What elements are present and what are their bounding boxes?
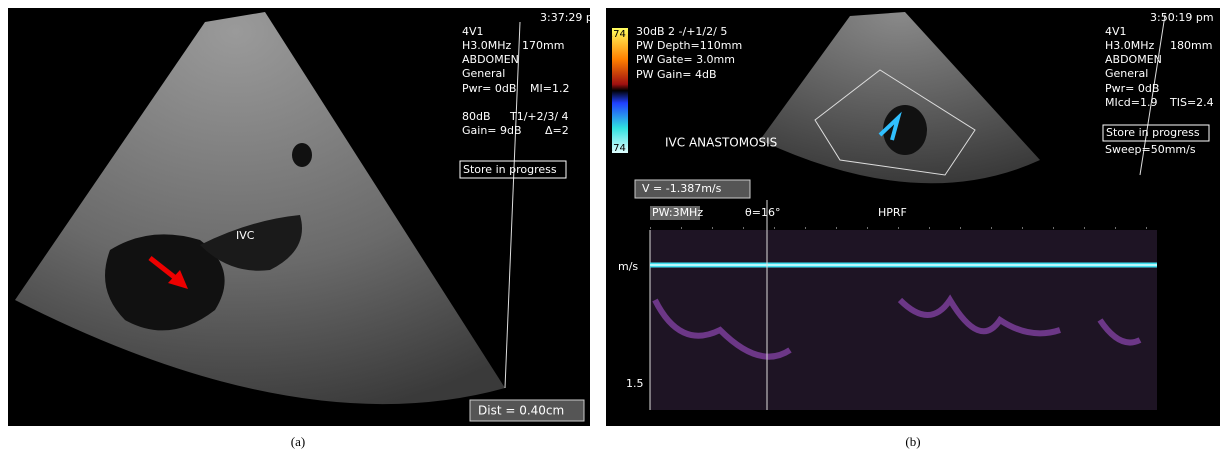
scale-bottom: .74 — [610, 143, 626, 154]
sweep: Sweep=50mm/s — [1105, 143, 1196, 156]
param: 170mm — [522, 39, 564, 52]
arrow-shaft — [148, 256, 180, 282]
param: MI=1.2 — [530, 82, 569, 95]
axis-value: 1.5 — [626, 377, 644, 390]
param: 80dB — [462, 110, 491, 123]
param: 180mm — [1170, 39, 1212, 52]
param: ABDOMEN — [1105, 53, 1162, 66]
unit: m/s — [618, 260, 638, 273]
velocity: V = -1.387m/s — [642, 182, 722, 195]
param: Pwr= 0dB — [462, 82, 516, 95]
panel-a: 3:37:29 pm 4V1 H3.0MHz 170mm ABDOMEN Gen… — [8, 8, 604, 426]
vessel-lumen — [105, 234, 225, 331]
param: TIS=2.4 — [1169, 96, 1214, 109]
param: Δ=2 — [545, 124, 569, 137]
doppler-setting: 30dB 2 -/+1/2/ 5 — [636, 25, 727, 38]
status-box — [1102, 124, 1210, 142]
angle: θ=16° — [745, 206, 780, 219]
param: Gain= 9dB — [462, 124, 522, 137]
doppler-setting: PW Gain= 4dB — [636, 68, 717, 81]
scale-top: .74 — [610, 29, 626, 40]
status-box — [459, 160, 567, 179]
ultrasound-fan — [760, 12, 1040, 184]
color-box — [814, 69, 976, 176]
arrow-head — [168, 270, 188, 289]
param: H3.0MHz — [1105, 39, 1155, 52]
doppler-spectrum — [652, 294, 1142, 360]
caption: (a) — [291, 434, 305, 449]
spectral-display — [650, 230, 1157, 410]
structure — [292, 143, 312, 167]
measurement: Dist = 0.40cm — [478, 404, 564, 418]
pw-box — [650, 206, 700, 220]
doppler-setting: PW Depth=110mm — [636, 39, 742, 52]
param: T1/+2/3/ 4 — [509, 110, 569, 123]
param: Pwr= 0dB — [1105, 82, 1159, 95]
color-flow — [878, 111, 902, 141]
status: Store in progress — [1106, 126, 1200, 139]
param: H3.0MHz — [462, 39, 512, 52]
param: MIcd=1.9 — [1105, 96, 1157, 109]
param: 4V1 — [1105, 25, 1127, 38]
mode: HPRF — [878, 206, 907, 219]
param: ABDOMEN — [462, 53, 519, 66]
pw-freq: PW:3MHz — [652, 206, 703, 219]
time: 3:50:19 pm — [1150, 11, 1214, 24]
vessel-lumen — [883, 105, 927, 155]
depth-line — [504, 21, 521, 389]
param: General — [1105, 67, 1148, 80]
vessel-label: IVC ANASTOMOSIS — [665, 136, 777, 150]
depth-line — [1139, 14, 1166, 176]
time: 3:37:29 pm — [540, 11, 604, 24]
measurement-box — [469, 399, 585, 422]
status: Store in progress — [463, 163, 557, 176]
ivc-lumen — [200, 215, 302, 271]
color-bar — [612, 28, 628, 153]
param: General — [462, 67, 505, 80]
ivc-label: IVC — [236, 229, 255, 242]
velocity-box — [634, 179, 751, 199]
doppler-setting: PW Gate= 3.0mm — [636, 53, 735, 66]
panel-b: .74 .74 30dB 2 -/+1/2/ 5 PW Depth=110mm … — [606, 8, 1220, 426]
caption: (b) — [905, 434, 920, 449]
param: 4V1 — [462, 25, 484, 38]
